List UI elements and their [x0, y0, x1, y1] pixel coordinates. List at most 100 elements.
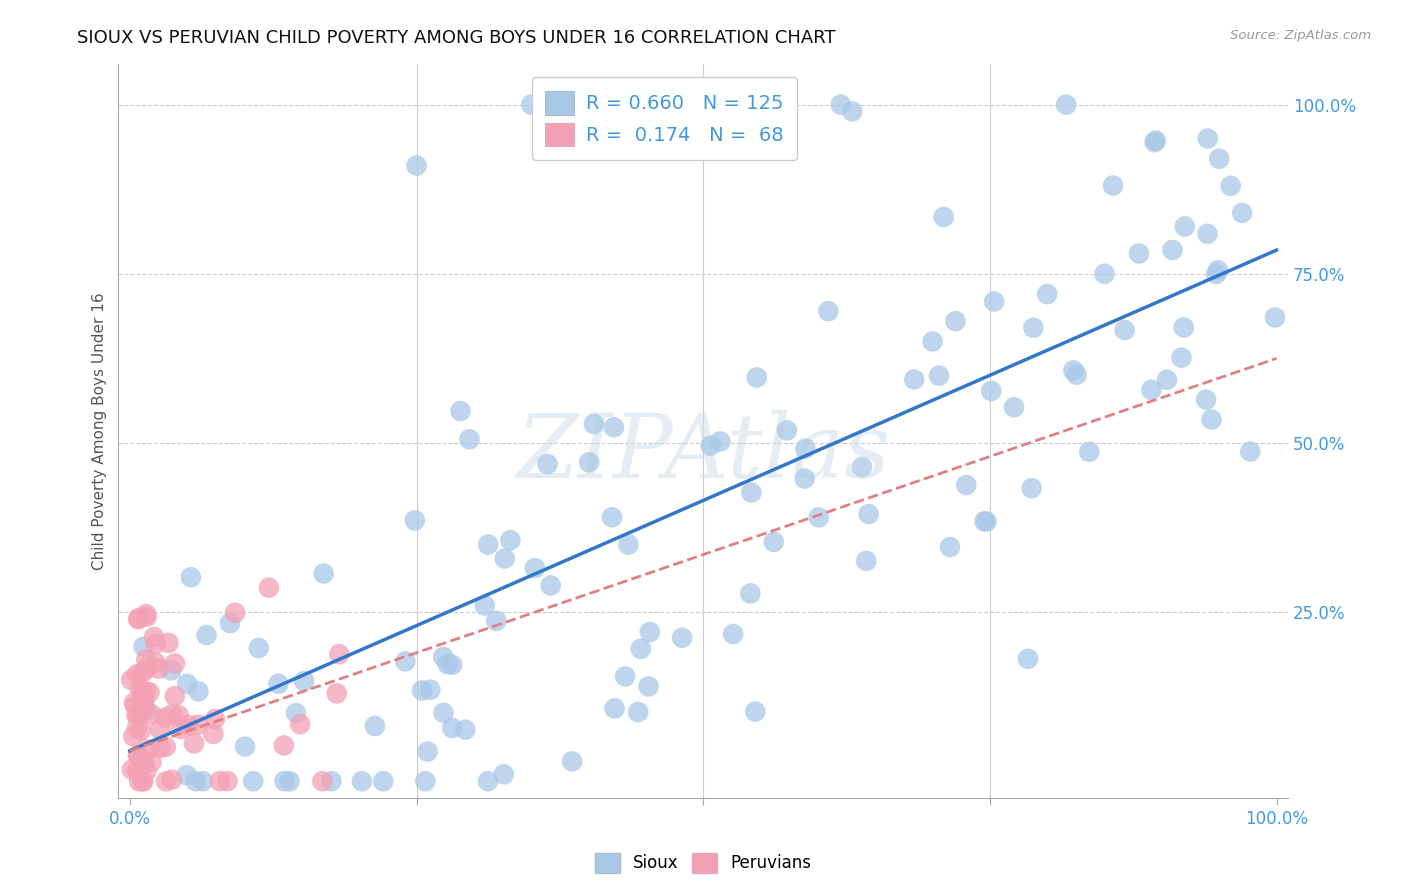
- Point: [135, 609, 157, 624]
- Point: [523, 561, 546, 575]
- Point: [1201, 412, 1223, 426]
- Point: [284, 706, 307, 720]
- Point: [257, 581, 280, 595]
- Point: [745, 370, 768, 384]
- Point: [128, 681, 150, 696]
- Point: [143, 630, 166, 644]
- Point: [195, 628, 218, 642]
- Point: [740, 485, 762, 500]
- Point: [131, 690, 153, 705]
- Point: [921, 334, 943, 349]
- Point: [450, 404, 472, 418]
- Point: [134, 700, 156, 714]
- Point: [416, 745, 439, 759]
- Point: [776, 423, 799, 437]
- Point: [311, 774, 333, 789]
- Point: [141, 755, 163, 769]
- Point: [183, 736, 205, 750]
- Point: [135, 703, 157, 717]
- Point: [219, 616, 242, 631]
- Point: [364, 719, 387, 733]
- Point: [851, 459, 873, 474]
- Point: [436, 657, 458, 672]
- Point: [247, 641, 270, 656]
- Point: [288, 717, 311, 731]
- Point: [204, 712, 226, 726]
- Point: [224, 606, 246, 620]
- Point: [127, 612, 149, 626]
- Point: [477, 538, 499, 552]
- Point: [520, 97, 543, 112]
- Point: [321, 774, 343, 789]
- Point: [122, 729, 145, 743]
- Point: [157, 636, 180, 650]
- Point: [740, 586, 762, 600]
- Point: [1170, 351, 1192, 365]
- Point: [1173, 320, 1195, 334]
- Point: [973, 514, 995, 528]
- Point: [1140, 383, 1163, 397]
- Point: [373, 774, 395, 789]
- Point: [411, 683, 433, 698]
- Point: [638, 625, 661, 640]
- Point: [208, 774, 231, 789]
- Point: [830, 97, 852, 112]
- Point: [136, 742, 159, 756]
- Point: [132, 665, 155, 680]
- Point: [145, 637, 167, 651]
- Point: [855, 554, 877, 568]
- Point: [582, 417, 605, 431]
- Point: [135, 764, 157, 778]
- Point: [162, 707, 184, 722]
- Point: [394, 654, 416, 668]
- Point: [1197, 131, 1219, 145]
- Point: [132, 774, 155, 789]
- Point: [233, 739, 256, 754]
- Point: [121, 763, 143, 777]
- Point: [1230, 206, 1253, 220]
- Point: [603, 701, 626, 715]
- Point: [627, 705, 650, 719]
- Point: [124, 699, 146, 714]
- Point: [163, 689, 186, 703]
- Point: [744, 705, 766, 719]
- Point: [458, 432, 481, 446]
- Legend: R = 0.660   N = 125, R =  0.174   N =  68: R = 0.660 N = 125, R = 0.174 N = 68: [531, 78, 797, 160]
- Point: [536, 457, 558, 471]
- Point: [125, 721, 148, 735]
- Point: [187, 718, 209, 732]
- Point: [160, 772, 183, 787]
- Point: [1054, 97, 1077, 112]
- Point: [499, 533, 522, 548]
- Point: [1206, 263, 1229, 277]
- Point: [202, 727, 225, 741]
- Point: [1114, 323, 1136, 337]
- Point: [709, 434, 731, 449]
- Point: [858, 507, 880, 521]
- Point: [976, 515, 998, 529]
- Point: [131, 706, 153, 721]
- Point: [1094, 267, 1116, 281]
- Point: [127, 748, 149, 763]
- Point: [132, 694, 155, 708]
- Point: [273, 739, 295, 753]
- Point: [131, 751, 153, 765]
- Point: [325, 686, 347, 700]
- Point: [180, 570, 202, 584]
- Point: [127, 764, 149, 778]
- Point: [292, 674, 315, 689]
- Point: [485, 614, 508, 628]
- Point: [903, 372, 925, 386]
- Point: [1062, 363, 1084, 377]
- Text: SIOUX VS PERUVIAN CHILD POVERTY AMONG BOYS UNDER 16 CORRELATION CHART: SIOUX VS PERUVIAN CHILD POVERTY AMONG BO…: [77, 29, 837, 46]
- Point: [176, 768, 198, 782]
- Point: [135, 684, 157, 698]
- Point: [328, 647, 350, 661]
- Point: [1264, 310, 1286, 325]
- Point: [932, 210, 955, 224]
- Point: [128, 611, 150, 625]
- Point: [454, 723, 477, 737]
- Point: [531, 111, 554, 125]
- Point: [794, 442, 817, 456]
- Point: [1156, 373, 1178, 387]
